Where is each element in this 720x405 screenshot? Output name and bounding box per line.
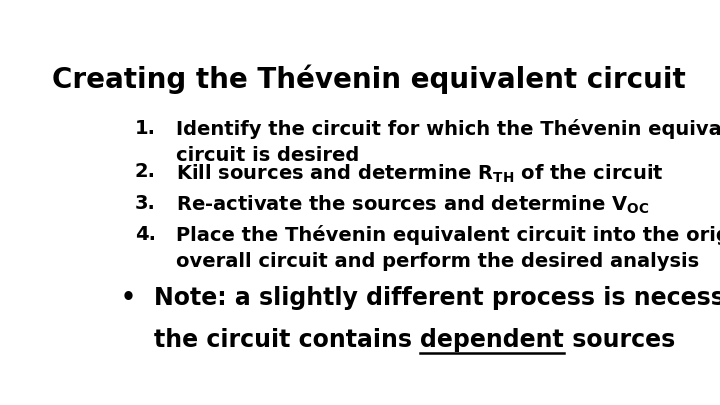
Text: Place the Thévenin equivalent circuit into the original
overall circuit and perf: Place the Thévenin equivalent circuit in… (176, 225, 720, 271)
Text: Creating the Thévenin equivalent circuit: Creating the Thévenin equivalent circuit (52, 64, 686, 94)
Text: Kill sources and determine R$_{\mathbf{TH}}$ of the circuit: Kill sources and determine R$_{\mathbf{T… (176, 162, 664, 185)
Text: Re-activate the sources and determine V$_{\mathbf{OC}}$: Re-activate the sources and determine V$… (176, 194, 649, 216)
Text: 1.: 1. (135, 119, 156, 138)
Text: dependent: dependent (420, 328, 564, 352)
Text: 2.: 2. (135, 162, 156, 181)
Text: Identify the circuit for which the Thévenin equivalent
circuit is desired: Identify the circuit for which the Théve… (176, 119, 720, 164)
Text: Note: a slightly different process is necessary if: Note: a slightly different process is ne… (154, 286, 720, 309)
Text: sources: sources (564, 328, 675, 352)
Text: 3.: 3. (135, 194, 156, 213)
Text: the circuit contains: the circuit contains (154, 328, 420, 352)
Text: •: • (121, 286, 135, 309)
Text: 4.: 4. (135, 225, 156, 244)
